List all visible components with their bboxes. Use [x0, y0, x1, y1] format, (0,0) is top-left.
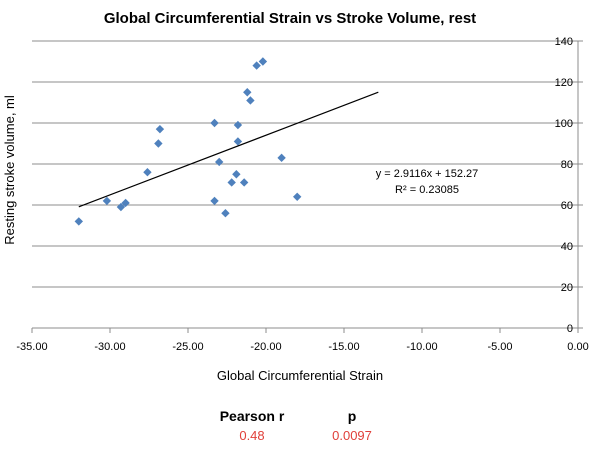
- data-point-7: [155, 124, 165, 134]
- axes: [31, 41, 579, 333]
- data-point-21: [277, 153, 286, 163]
- trendline: [78, 91, 379, 208]
- data-point-1: [74, 217, 83, 226]
- data-point-19: [252, 61, 261, 70]
- data-point-8: [210, 118, 219, 128]
- data-point-6: [154, 139, 163, 148]
- data-point-22: [293, 192, 302, 201]
- y-tick-label-60: 60: [561, 200, 573, 212]
- x-tick-label--5.00: -5.00: [487, 341, 512, 353]
- x-tick-label--10.00: -10.00: [406, 341, 437, 353]
- y-tick-label-80: 80: [561, 159, 573, 171]
- data-point-16: [239, 178, 249, 187]
- x-tick-label--30.00: -30.00: [94, 341, 125, 353]
- y-tick-label-100: 100: [555, 118, 573, 130]
- y-tick-label-20: 20: [561, 282, 573, 294]
- trendline-equation: y = 2.9116x + 152.27: [376, 168, 479, 180]
- x-tick-label--15.00: -15.00: [328, 341, 359, 353]
- y-tick-labels: 0 20 40 60 80 100 120 140: [555, 36, 573, 335]
- p-value: 0.0097: [332, 428, 372, 443]
- data-point-11: [221, 209, 230, 218]
- p-label: p: [347, 408, 357, 424]
- data-point-17: [243, 88, 252, 97]
- y-axis-label: Resting stroke volume, ml: [2, 95, 17, 245]
- statistics-panel: Pearson r p 0.48 0.0097: [0, 408, 600, 450]
- data-point-20: [258, 57, 268, 66]
- data-point-2: [102, 196, 112, 206]
- chart-title: Global Circumferential Strain vs Stroke …: [104, 10, 476, 27]
- trendline-group: [78, 91, 379, 208]
- data-point-18: [246, 96, 255, 105]
- x-tick-labels: -35.00 -30.00 -25.00 -20.00 -15.00 -10.00 -5.0…: [16, 341, 588, 353]
- y-tick-label-0: 0: [567, 323, 573, 335]
- x-tick-label--20.00: -20.00: [250, 341, 281, 353]
- pearson-r-label: Pearson r: [219, 408, 285, 424]
- data-point-15: [233, 137, 243, 146]
- x-tick-label-0.00: 0.00: [567, 341, 588, 353]
- data-point-13: [232, 170, 241, 179]
- data-point-10: [215, 157, 224, 167]
- data-point-12: [227, 178, 236, 187]
- y-tick-label-140: 140: [555, 36, 573, 48]
- scatter-chart: Global Circumferential Strain vs Stroke …: [2, 10, 589, 383]
- data-point-9: [210, 196, 219, 206]
- x-tick-label--25.00: -25.00: [172, 341, 203, 353]
- y-tick-label-120: 120: [555, 77, 573, 89]
- data-point-3: [116, 202, 126, 212]
- pearson-r-value: 0.48: [239, 428, 265, 443]
- x-tick-label--35.00: -35.00: [16, 341, 47, 353]
- data-points: [74, 57, 302, 226]
- data-point-4: [121, 198, 130, 208]
- data-point-14: [233, 120, 243, 130]
- y-tick-label-40: 40: [561, 241, 573, 253]
- trendline-r-squared: R² = 0.23085: [395, 184, 459, 196]
- gridlines: [32, 40, 583, 329]
- data-point-5: [143, 168, 152, 177]
- x-axis-label: Global Circumferential Strain: [217, 368, 383, 383]
